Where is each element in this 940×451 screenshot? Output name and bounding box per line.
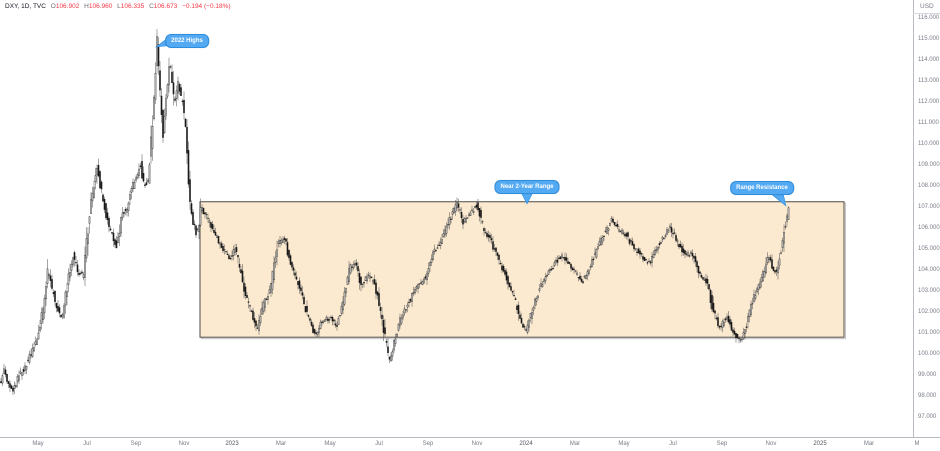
price-tick-label: 116.000 xyxy=(918,15,940,21)
price-tick-label: 114.000 xyxy=(918,57,940,63)
price-tick-label: 102.000 xyxy=(918,309,940,315)
time-tick-label: Mar xyxy=(863,441,875,447)
time-tick-label: 2025 xyxy=(813,441,827,447)
time-tick-label: Nov xyxy=(178,441,190,447)
time-tick-label: May xyxy=(32,441,44,447)
close-label: C xyxy=(149,3,154,10)
price-axis[interactable] xyxy=(913,0,940,437)
price-tick-label: 97.000 xyxy=(918,414,937,420)
price-tick-label: 115.000 xyxy=(918,36,940,42)
time-tick-label: Nov xyxy=(765,441,777,447)
callout-2022-highs[interactable]: 2022 Highs xyxy=(165,34,209,48)
high-value: 106.960 xyxy=(88,3,113,10)
time-tick-label: Jul xyxy=(669,441,677,447)
time-tick-label: 2023 xyxy=(225,441,239,447)
low-value: 106.335 xyxy=(120,3,145,10)
time-tick-label: Sep xyxy=(130,441,142,447)
price-tick-label: 107.000 xyxy=(918,204,940,210)
symbol-header: DXY, 1D, TVC O106.902 H106.960 L106.335 … xyxy=(5,3,231,10)
time-tick-label: Sep xyxy=(716,441,728,447)
price-tick-label: 98.000 xyxy=(918,393,937,399)
callout-range-resistance[interactable]: Range Resistance xyxy=(730,181,794,195)
time-tick-label: Mar xyxy=(569,441,581,447)
price-tick-label: 108.000 xyxy=(918,183,940,189)
price-tick-label: 112.000 xyxy=(918,99,940,105)
time-tick-label: Sep xyxy=(422,441,434,447)
price-tick-label: 99.000 xyxy=(918,372,937,378)
callout-tails xyxy=(154,36,787,207)
price-tick-label: 100.000 xyxy=(918,351,940,357)
symbol-title: DXY, 1D, TVC xyxy=(5,3,46,10)
time-tick-label: 2024 xyxy=(519,441,533,447)
candlestick-series xyxy=(0,29,790,395)
time-tick-label: M xyxy=(914,441,920,447)
time-tick-label: Jul xyxy=(375,441,383,447)
callout-near-2-year-range[interactable]: Near 2-Year Range xyxy=(494,180,560,194)
time-tick-label: Nov xyxy=(471,441,483,447)
price-tick-label: 105.000 xyxy=(918,246,940,252)
range-box-layer[interactable] xyxy=(199,201,846,340)
time-tick-label: May xyxy=(324,441,336,447)
open-label: O xyxy=(50,3,56,10)
price-tick-label: 111.000 xyxy=(918,120,939,126)
price-tick-label: 106.000 xyxy=(918,225,940,231)
price-tick-label: 110.000 xyxy=(918,141,940,147)
time-tick-label: Mar xyxy=(275,441,287,447)
price-tick-label: 101.000 xyxy=(918,330,940,336)
axis-separator xyxy=(913,13,940,14)
time-axis[interactable] xyxy=(0,437,940,451)
close-value: 106.673 xyxy=(153,3,178,10)
price-tick-label: 104.000 xyxy=(918,267,940,273)
change-value: −0.194 (−0.18%) xyxy=(182,3,231,10)
price-tick-label: 109.000 xyxy=(918,162,940,168)
currency-label: USD xyxy=(920,3,934,10)
range-box[interactable] xyxy=(199,201,845,338)
open-value: 106.902 xyxy=(55,3,80,10)
price-tick-label: 113.000 xyxy=(918,78,940,84)
high-label: H xyxy=(84,3,89,10)
low-label: L xyxy=(117,3,121,10)
time-tick-label: Jul xyxy=(83,441,91,447)
price-tick-label: 103.000 xyxy=(918,288,940,294)
time-tick-label: May xyxy=(618,441,630,447)
